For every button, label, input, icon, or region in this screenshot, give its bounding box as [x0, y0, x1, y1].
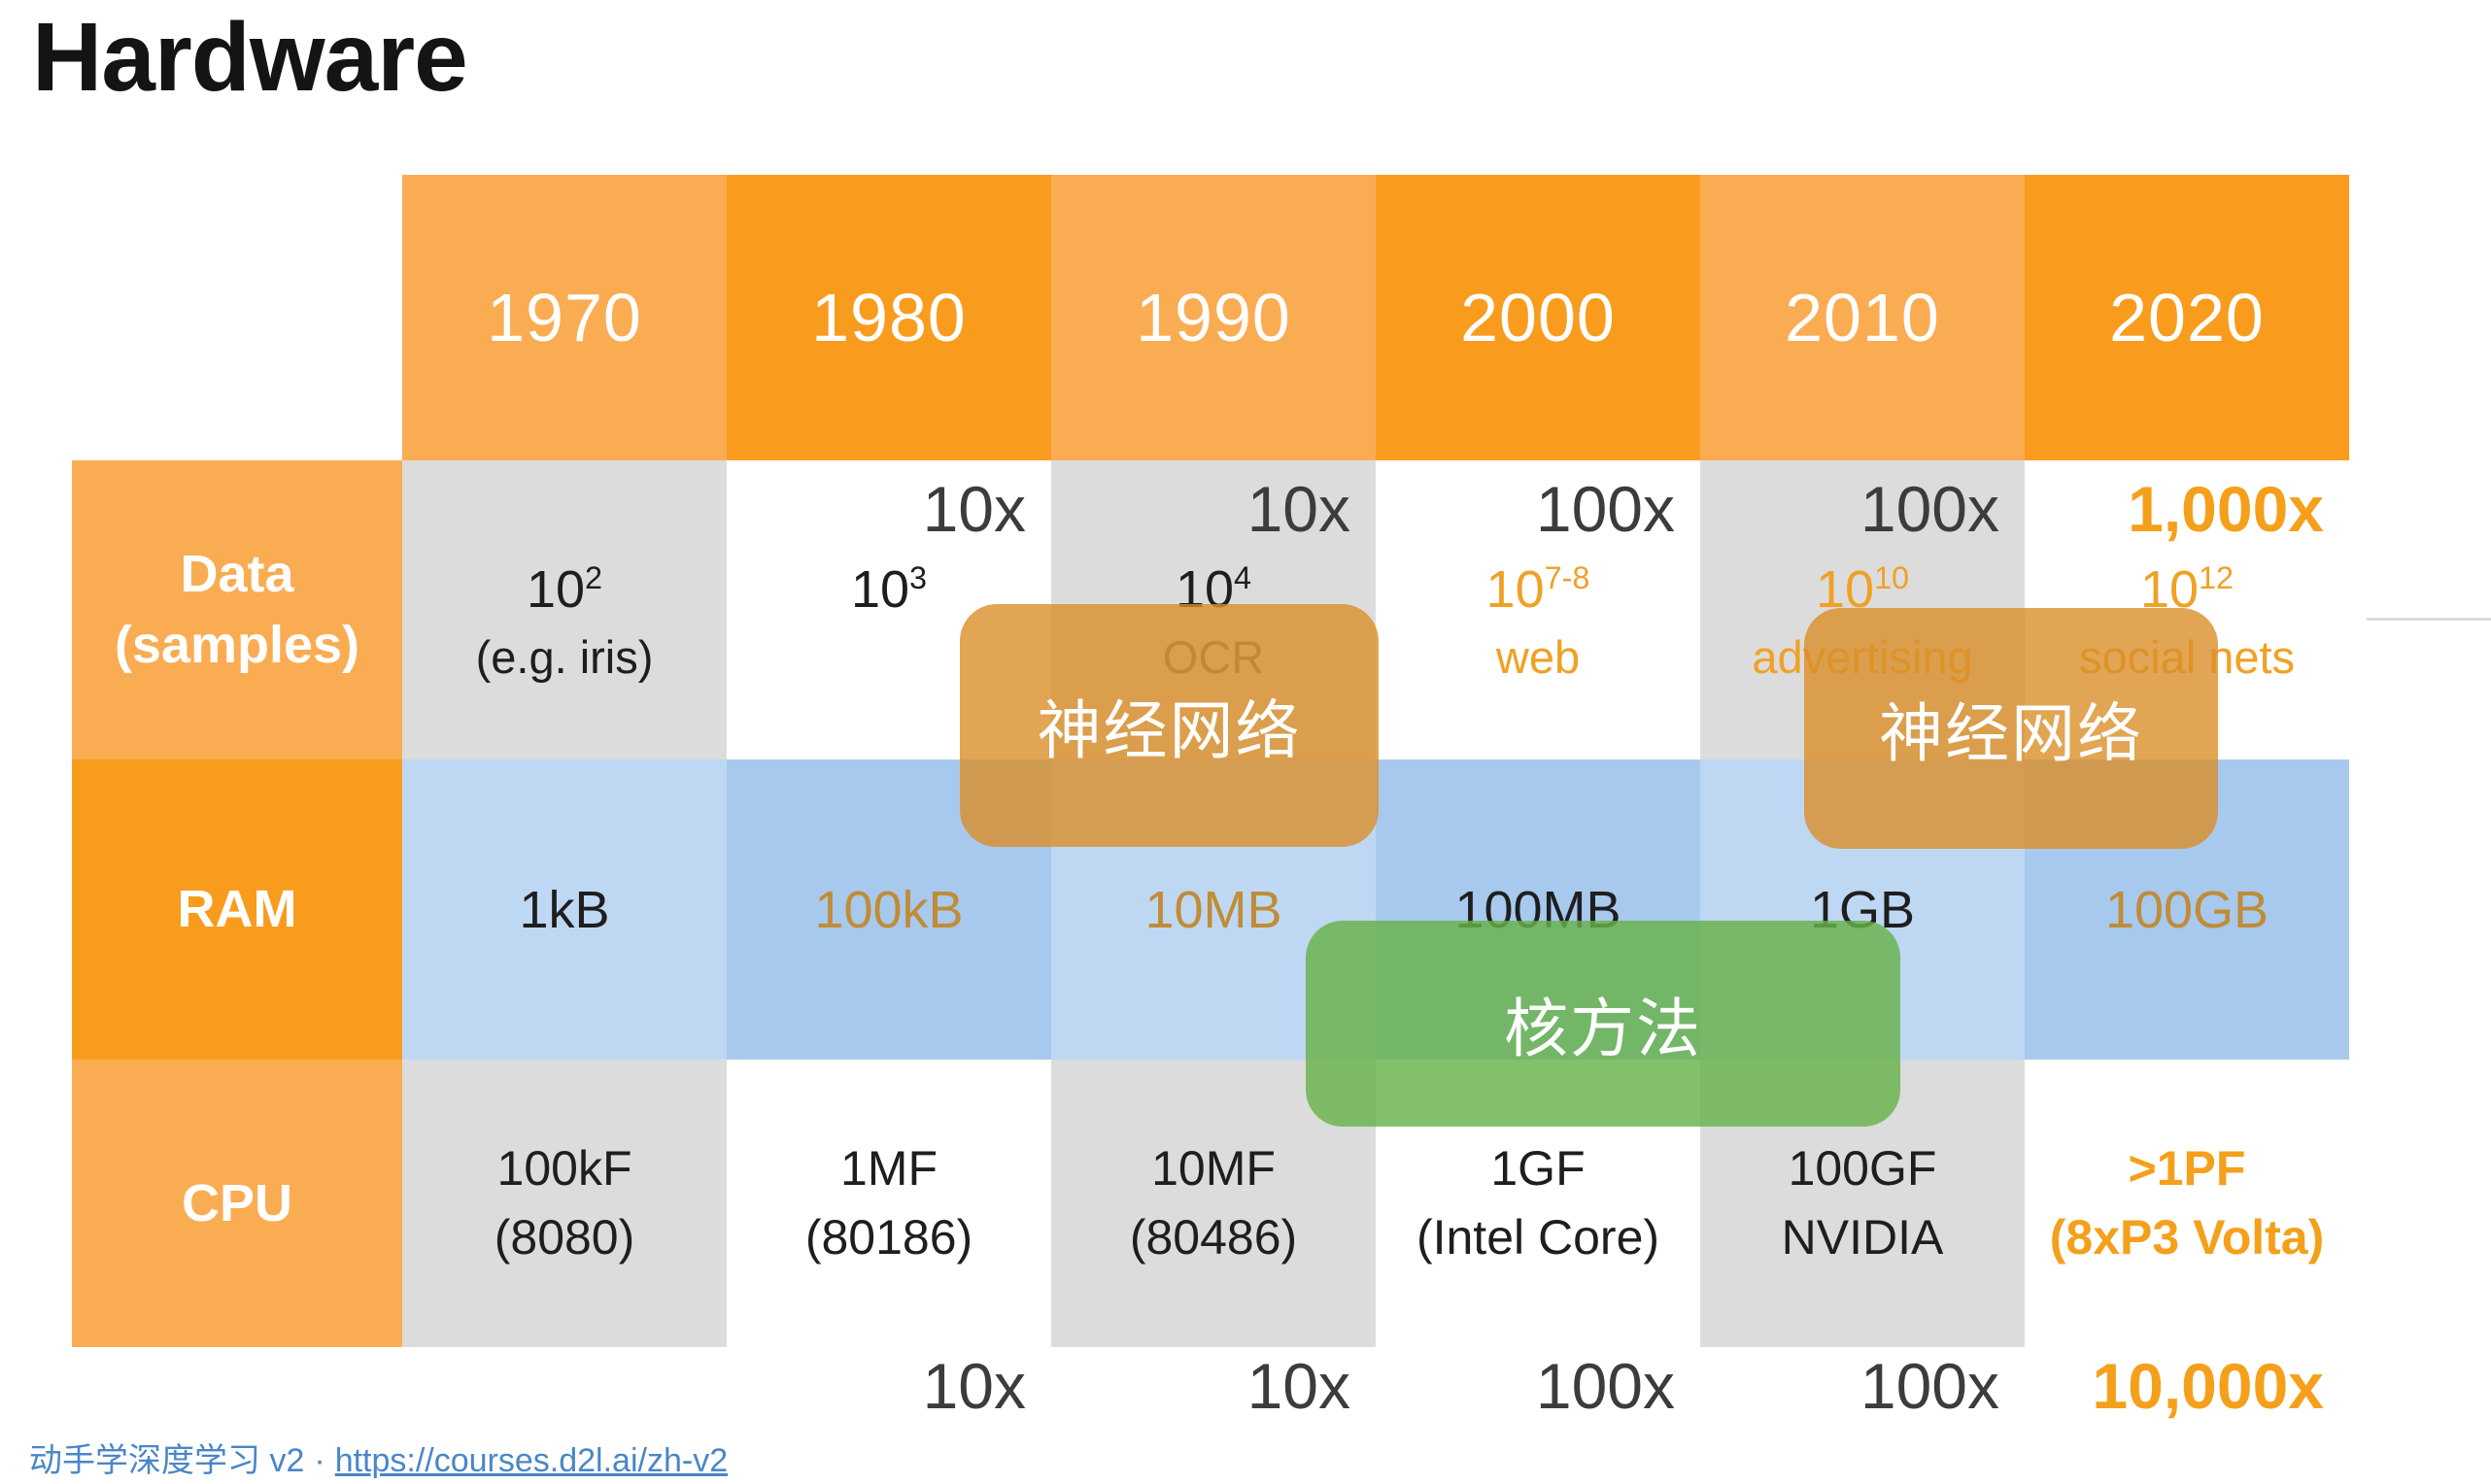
row-header-ram-label: RAM: [177, 880, 297, 939]
bottom-multiplier-1980: 10x: [922, 1350, 1026, 1422]
data-sublabel: (e.g. iris): [475, 631, 654, 684]
course-link[interactable]: https://courses.d2l.ai/zh-v2: [334, 1442, 729, 1479]
cpu-value: 1MF: [840, 1141, 938, 1196]
row-header-cpu-label: CPU: [181, 1173, 292, 1232]
divider-line: [2367, 618, 2491, 621]
data-cell-1970: 102 (e.g. iris): [402, 460, 727, 759]
year-header-2000: 2000: [1376, 175, 1700, 460]
cpu-chip: (8xP3 Volta): [2049, 1210, 2325, 1265]
growth-multiplier: 10x: [1246, 473, 1350, 545]
data-value: 107-8: [1485, 560, 1590, 619]
row-header-data-line2: (samples): [114, 616, 360, 674]
corner-cell-top: [72, 175, 402, 460]
kernel-method-overlay: 核方法: [1306, 921, 1900, 1127]
year-header-2020: 2020: [2025, 175, 2349, 460]
year-header-2010: 2010: [1700, 175, 2025, 460]
data-sublabel: web: [1495, 631, 1581, 684]
bottom-multiplier-2010: 100x: [1860, 1350, 1999, 1422]
cpu-chip: (8080): [494, 1210, 635, 1265]
growth-multiplier: 10x: [922, 473, 1026, 545]
bottom-multiplier-2020: 10,000x: [2092, 1350, 2324, 1422]
growth-multiplier: 100x: [1860, 473, 1999, 545]
cpu-chip: NVIDIA: [1781, 1210, 1944, 1265]
bottom-multiplier-1990: 10x: [1246, 1350, 1350, 1422]
cpu-value: 1GF: [1490, 1141, 1586, 1196]
neural-network-overlay-2: 神经网络: [1804, 608, 2218, 849]
year-header-1980: 1980: [727, 175, 1051, 460]
ram-cell-1970: 1kB: [402, 759, 727, 1060]
bottom-multiplier-2000: 100x: [1535, 1350, 1675, 1422]
course-name: 动手学深度学习 v2: [29, 1442, 305, 1479]
cpu-value: >1PF: [2128, 1141, 2246, 1196]
cpu-value: 100kF: [496, 1141, 632, 1196]
cpu-value: 100GF: [1788, 1141, 1937, 1196]
row-header-data: Data (samples): [72, 460, 402, 759]
row-header-data-line1: Data: [180, 545, 294, 604]
bottom-multiplier-1970: [402, 1347, 727, 1429]
neural-network-overlay-1: 神经网络: [960, 604, 1379, 847]
cpu-cell-1980: 1MF (80186): [727, 1060, 1051, 1347]
row-header-ram: RAM: [72, 759, 402, 1060]
growth-multiplier: 100x: [1535, 473, 1675, 545]
separator-dot: ·: [314, 1442, 325, 1479]
cpu-chip: (Intel Core): [1416, 1210, 1660, 1265]
cpu-cell-2020: >1PF (8xP3 Volta): [2025, 1060, 2349, 1347]
page-title: Hardware: [32, 3, 468, 112]
cpu-chip: (80186): [804, 1210, 973, 1265]
corner-cell-bottom: [72, 1347, 402, 1429]
data-value: 102: [526, 560, 603, 619]
cpu-value: 10MF: [1151, 1141, 1276, 1196]
year-header-1990: 1990: [1051, 175, 1376, 460]
cpu-cell-1990: 10MF (80486): [1051, 1060, 1376, 1347]
cpu-chip: (80486): [1129, 1210, 1298, 1265]
data-value: 103: [850, 560, 928, 619]
row-header-cpu: CPU: [72, 1060, 402, 1347]
data-cell-2000: 100x 107-8 web: [1376, 460, 1700, 759]
hardware-table: 1970 1980 1990 2000 2010 2020 Data (samp…: [72, 175, 2349, 1429]
cpu-cell-1970: 100kF (8080): [402, 1060, 727, 1347]
year-header-1970: 1970: [402, 175, 727, 460]
growth-multiplier: 1,000x: [2128, 473, 2324, 545]
footer: 动手学深度学习 v2 · https://courses.d2l.ai/zh-v2: [29, 1433, 728, 1481]
